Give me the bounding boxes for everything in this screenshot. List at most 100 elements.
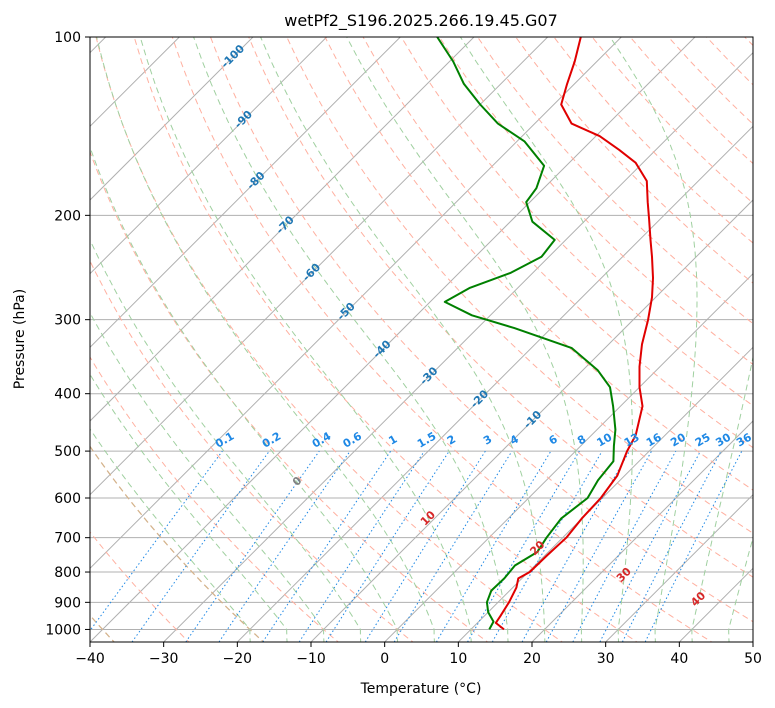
mixing-ratio-line (393, 450, 513, 642)
mixing-ratio-label: 16 (644, 430, 664, 449)
isotherm-line (90, 37, 475, 422)
dry-adiabat-line (90, 531, 190, 642)
mixing-ratio-label: 3 (481, 433, 494, 448)
mixing-ratio-line (435, 450, 552, 642)
isotherm-line (90, 37, 328, 275)
mixing-ratio-line (545, 450, 653, 642)
isotherm-line (531, 420, 753, 642)
mixing-ratio-label: 0.6 (341, 429, 365, 450)
dry-adiabat-line (553, 37, 753, 244)
dry-adiabat-line (324, 37, 753, 491)
moist-adiabat-line (90, 311, 325, 642)
isotherm-line (752, 641, 753, 642)
dry-adiabat-line (210, 37, 753, 623)
dry-adiabat-line (171, 37, 713, 642)
dry-adiabat-line (248, 37, 753, 578)
dry-adiabat-line (438, 37, 753, 366)
x-tick-label: 10 (449, 651, 467, 667)
mixing-ratio-label: 0.4 (310, 429, 334, 450)
x-tick-label: −10 (296, 651, 326, 667)
mixing-ratio-label: 2 (445, 433, 458, 448)
mixing-ratio-line (644, 450, 743, 642)
dry-adiabat-line (400, 37, 753, 407)
mixing-ratio-label: 0.1 (213, 430, 236, 451)
moist-adiabat-line (193, 37, 509, 642)
moist-adiabat-label: 30 (614, 565, 634, 585)
x-axis: −40 −30 −20 −10 0 10 20 30 40 50 (75, 642, 762, 667)
series-line-0 (494, 37, 654, 631)
boundary-adiabat-line (90, 445, 265, 642)
x-tick-label: 20 (523, 651, 541, 667)
dry-adiabat-line (90, 259, 414, 642)
y-tick-label: 800 (54, 565, 81, 581)
chart-title: wetPf2_S196.2025.266.19.45.G07 (284, 11, 558, 31)
moist-adiabat-line (96, 37, 435, 642)
moist-adiabat-line (346, 37, 584, 642)
moist-adiabat-line (609, 37, 698, 642)
isotherm-line (605, 493, 753, 642)
y-axis-label: Pressure (hPa) (12, 289, 28, 389)
moist-adiabat-line (90, 145, 399, 642)
y-tick-label: 200 (54, 208, 81, 224)
mixing-ratio-line (521, 450, 630, 642)
isotherm-line (90, 37, 549, 496)
x-tick-label: 40 (670, 651, 688, 667)
x-tick-label: −30 (149, 651, 179, 667)
mixing-ratio-line (262, 450, 392, 642)
mixing-ratio-line (90, 450, 223, 632)
isotherm-line (384, 272, 753, 642)
dry-adiabat-line (286, 37, 753, 534)
isotherm-line (678, 567, 753, 642)
x-tick-label: 30 (597, 651, 615, 667)
mixing-ratio-line (491, 450, 603, 642)
x-tick-label: 50 (744, 651, 762, 667)
y-tick-label: 1000 (45, 622, 81, 638)
dry-adiabat-line (362, 37, 753, 449)
dry-adiabat-line (477, 37, 753, 325)
moist-adiabat-label: 10 (418, 508, 438, 528)
x-tick-label: 0 (380, 651, 389, 667)
y-tick-label: 500 (54, 444, 81, 460)
moist-adiabat-line (691, 354, 753, 642)
moist-adiabat-line (139, 37, 472, 642)
dry-adiabat-line (90, 150, 489, 642)
mixing-ratio-line (621, 450, 722, 642)
isotherm-line (163, 51, 753, 642)
mixing-ratio-label: 0.2 (260, 430, 283, 451)
y-tick-label: 100 (54, 30, 81, 46)
moist-adiabat-line (728, 535, 753, 642)
mixing-ratio-line (325, 450, 450, 642)
y-axis: 100 200 300 400 500 600 700 800 900 1000 (45, 30, 90, 638)
isotherm-line (236, 125, 753, 642)
series-line-1 (436, 37, 617, 630)
mixing-ratio-line (218, 450, 351, 642)
dry-adiabat-line (133, 37, 638, 642)
moist-adiabat-line (459, 37, 633, 642)
mixing-ratio-label: 1.5 (415, 430, 438, 451)
mixing-ratio-line (572, 450, 677, 642)
dry-adiabat-line (90, 445, 265, 642)
moist-adiabat-label: 0 (290, 474, 305, 489)
x-tick-label: −20 (223, 651, 253, 667)
moist-adiabat-label: 40 (688, 589, 708, 609)
mixing-ratio-label: 6 (547, 432, 560, 447)
series-layer (436, 37, 654, 631)
y-tick-label: 400 (54, 387, 81, 403)
isotherm-line (310, 199, 753, 642)
isotherm-line (457, 346, 753, 642)
dry-adiabat-line (95, 37, 564, 642)
mixing-ratio-line (298, 450, 425, 642)
isotherm-line (90, 37, 401, 349)
y-tick-label: 700 (54, 531, 81, 547)
x-axis-label: Temperature (°C) (360, 681, 482, 697)
x-tick-label: −40 (75, 651, 105, 667)
moist-adiabat-line (90, 428, 251, 642)
mixing-ratio-line (467, 450, 580, 642)
plot-frame (89, 36, 754, 643)
mixing-ratio-label: 25 (693, 431, 713, 450)
moist-adiabat-line (90, 238, 362, 642)
isotherm-line (90, 37, 696, 642)
mixing-ratio-label: 10 (595, 430, 615, 449)
dry-adiabat-line (515, 37, 753, 284)
